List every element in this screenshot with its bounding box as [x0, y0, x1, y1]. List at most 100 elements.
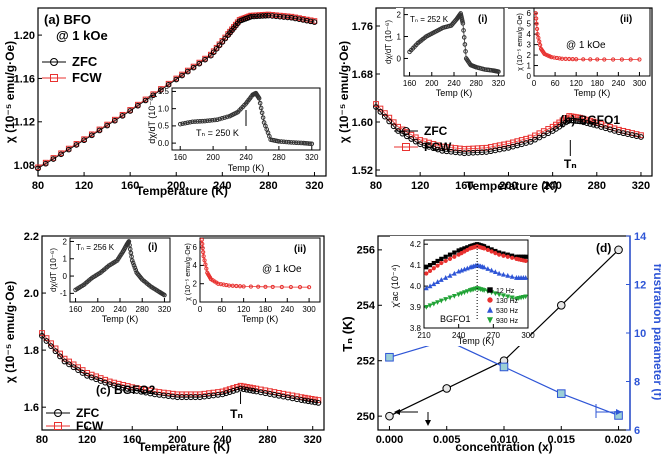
data-point	[190, 119, 195, 125]
data-point	[489, 249, 494, 254]
x-tick-label: 280	[259, 180, 277, 192]
x-tick-label: 180	[591, 79, 605, 88]
data-point	[131, 263, 137, 268]
series-line	[389, 339, 619, 416]
plot-frame	[199, 237, 321, 303]
data-point	[452, 254, 457, 259]
data-point	[248, 284, 254, 289]
legend-marker	[487, 287, 493, 293]
x-tick-label: 210	[417, 331, 431, 340]
y-tick-label: 1.6	[24, 402, 39, 414]
x-tick-label: 300	[633, 79, 647, 88]
data-point	[523, 258, 528, 264]
data-point	[265, 12, 272, 19]
y-tick-label: 2	[397, 10, 402, 19]
data-point	[192, 119, 198, 124]
data-point	[202, 118, 208, 124]
y-tick-label: 1	[63, 255, 68, 264]
inset-label: (ii)	[620, 14, 632, 25]
data-point	[435, 263, 440, 268]
x-tick-label: 160	[121, 180, 139, 192]
data-point	[505, 294, 511, 300]
inset: 210 240 270 300 3.8 3.9 4.0 4.1 4.2 Temp (K) χ'ac …	[390, 236, 535, 346]
legend-marker	[54, 409, 62, 417]
legend-label: ZFC	[76, 406, 100, 420]
x-tick-label: 320	[304, 434, 322, 446]
data-point	[304, 17, 310, 24]
data-point	[52, 348, 59, 355]
panel-label: (b) BGFO1	[560, 113, 620, 127]
legend-label: 130 Hz	[496, 298, 519, 305]
legend-label: ZFC	[424, 124, 448, 138]
data-point	[557, 56, 562, 61]
data-point	[496, 292, 502, 298]
data-point	[536, 35, 541, 40]
y-tick-label: 1.08	[14, 160, 35, 172]
plot-frame	[375, 7, 653, 177]
y-tick-label: 1.12	[14, 117, 35, 129]
field-condition: @ 1 kOe	[56, 28, 108, 43]
legend-label: 530 Hz	[496, 308, 519, 315]
y-tick-label: 1.52	[352, 165, 373, 177]
data-point	[66, 361, 72, 368]
legend-label: FCW	[76, 419, 104, 433]
data-point	[65, 146, 72, 153]
x-axis-title: Temperature (K)	[138, 440, 230, 454]
legend-marker	[402, 127, 410, 135]
inset-y-axis-title: dχ/dT (10⁻⁶)	[384, 20, 393, 64]
data-point	[273, 13, 279, 20]
data-point	[254, 13, 260, 20]
data-point	[556, 300, 566, 310]
data-point	[39, 330, 45, 336]
data-point	[213, 46, 220, 52]
data-point	[501, 293, 506, 299]
x-tick-label: 0	[532, 79, 537, 88]
x-tick-label: 200	[206, 153, 220, 162]
legend-marker	[402, 143, 410, 151]
data-point	[208, 52, 214, 59]
data-point	[442, 384, 452, 393]
data-point	[162, 292, 167, 298]
data-point	[518, 295, 524, 301]
data-point	[509, 273, 515, 279]
x-tick-label: 80	[32, 180, 44, 192]
data-point	[602, 57, 607, 62]
data-point	[58, 151, 64, 158]
x-tick-label: 160	[69, 305, 83, 314]
y-tick-label: 4.0	[410, 282, 422, 291]
y-tick-label: 1.60	[352, 117, 373, 129]
x-tick-label: 280	[258, 434, 276, 446]
data-point	[532, 136, 538, 143]
data-point	[459, 15, 464, 20]
data-point	[81, 137, 87, 144]
data-point	[435, 300, 440, 306]
data-point	[217, 116, 222, 122]
y-tick-label: 250	[357, 411, 375, 423]
data-point	[431, 301, 437, 307]
y-tick-label: 6	[193, 243, 198, 252]
inset-y-axis-title: χ (10⁻⁵ emu/g·Oe)	[517, 13, 524, 71]
data-point	[173, 76, 180, 83]
data-point	[42, 160, 49, 167]
data-point	[427, 263, 433, 268]
y-tick-label: 1	[397, 32, 402, 41]
tn-label: Tₙ	[564, 157, 577, 171]
data-point	[259, 110, 265, 116]
data-point	[200, 245, 205, 251]
data-point	[501, 253, 506, 258]
x-tick-label: 80	[370, 180, 382, 192]
data-point	[462, 42, 468, 47]
data-point	[222, 115, 227, 120]
x-tick-label: 0	[198, 305, 203, 314]
data-point	[298, 397, 305, 403]
data-point	[447, 256, 453, 261]
x-tick-label: 280	[588, 180, 606, 192]
data-point	[534, 26, 540, 32]
data-point	[279, 139, 284, 144]
data-point	[427, 303, 433, 309]
data-point	[505, 272, 511, 278]
y-tick-label: 3	[527, 40, 532, 49]
x-tick-label: 160	[455, 180, 473, 192]
data-point	[485, 247, 490, 253]
